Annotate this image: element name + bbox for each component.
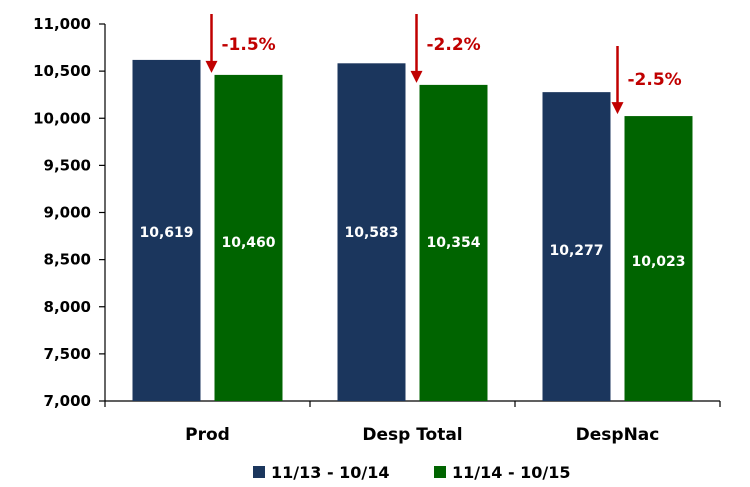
legend-swatch — [253, 466, 265, 478]
y-axis: 7,000 7,500 8,000 8,500 9,000 9,500 10,000 10,5… — [33, 15, 106, 410]
legend-swatch — [434, 466, 446, 478]
x-category-label: Prod — [185, 425, 230, 445]
legend: 11/13 - 10/14 11/14 - 10/15 — [253, 463, 571, 482]
bar — [419, 84, 488, 401]
legend-label: 11/14 - 10/15 — [452, 463, 571, 482]
bar — [542, 92, 611, 401]
y-tick-label: 11,000 — [33, 15, 91, 33]
change-label: -2.5% — [628, 70, 682, 90]
y-tick-label: 7,500 — [44, 345, 91, 363]
y-tick-label: 10,500 — [33, 62, 91, 80]
change-annotations: -1.5% -2.2% -2.5% — [205, 14, 682, 115]
bar-value-label: 10,023 — [631, 254, 685, 270]
legend-label: 11/13 - 10/14 — [271, 463, 390, 482]
bar-value-label: 10,619 — [139, 225, 193, 241]
y-tick-label: 10,000 — [33, 109, 91, 127]
change-label: -1.5% — [222, 35, 276, 55]
y-tick-label: 8,000 — [44, 298, 91, 316]
bar — [337, 63, 406, 402]
bar — [214, 74, 283, 402]
y-tick-label: 9,000 — [44, 204, 91, 222]
bar-value-label: 10,277 — [549, 243, 603, 259]
bar-value-label: 10,583 — [344, 225, 398, 241]
y-tick-label: 7,000 — [44, 392, 91, 410]
x-category-label: Desp Total — [362, 425, 462, 445]
y-tick-label: 9,500 — [44, 156, 91, 174]
bars — [132, 59, 693, 402]
bar-labels: 10,619 10,460 10,583 10,354 10,277 10,023 — [139, 225, 685, 270]
bar — [624, 116, 693, 402]
bar-value-label: 10,354 — [426, 235, 480, 251]
change-label: -2.2% — [427, 35, 481, 55]
bar-value-label: 10,460 — [221, 235, 275, 251]
bar — [132, 59, 201, 402]
y-tick-label: 8,500 — [44, 251, 91, 269]
x-axis: Prod Desp Total DespNac — [104, 400, 721, 445]
change-arrow-head — [410, 70, 423, 83]
x-category-label: DespNac — [576, 425, 660, 445]
change-arrow-head — [611, 102, 624, 115]
change-arrow-head — [205, 60, 218, 73]
